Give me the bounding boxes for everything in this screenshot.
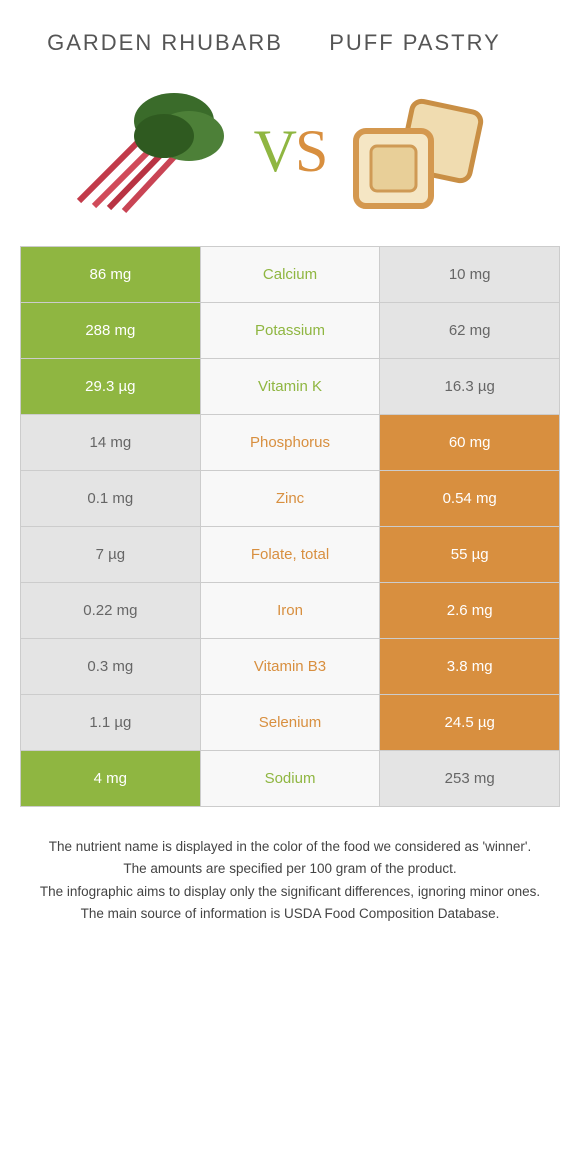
nutrient-name: Zinc [200,471,381,526]
table-row: 86 mgCalcium10 mg [21,247,559,303]
right-value: 24.5 µg [380,695,559,750]
right-value: 10 mg [380,247,559,302]
nutrient-name: Calcium [200,247,381,302]
left-value: 1.1 µg [21,695,200,750]
left-value: 4 mg [21,751,200,806]
table-row: 0.22 mgIron2.6 mg [21,583,559,639]
nutrient-name: Potassium [200,303,381,358]
left-value: 0.22 mg [21,583,200,638]
left-food-title: Garden rhubarb [40,30,290,56]
table-row: 14 mgPhosphorus60 mg [21,415,559,471]
left-value: 86 mg [21,247,200,302]
footnote-line: The infographic aims to display only the… [30,882,550,902]
right-value: 2.6 mg [380,583,559,638]
nutrient-name: Selenium [200,695,381,750]
vs-label: VS [254,117,327,186]
nutrient-name: Phosphorus [200,415,381,470]
right-value: 62 mg [380,303,559,358]
header: Garden rhubarb Puff pastry [0,0,580,76]
left-value: 0.1 mg [21,471,200,526]
nutrient-table: 86 mgCalcium10 mg288 mgPotassium62 mg29.… [20,246,560,807]
footnotes: The nutrient name is displayed in the co… [0,807,580,956]
table-row: 288 mgPotassium62 mg [21,303,559,359]
left-value: 288 mg [21,303,200,358]
rhubarb-image [69,86,244,216]
table-row: 0.3 mgVitamin B33.8 mg [21,639,559,695]
left-value: 29.3 µg [21,359,200,414]
nutrient-name: Vitamin B3 [200,639,381,694]
table-row: 29.3 µgVitamin K16.3 µg [21,359,559,415]
table-row: 7 µgFolate, total55 µg [21,527,559,583]
right-value: 3.8 mg [380,639,559,694]
right-value: 16.3 µg [380,359,559,414]
left-value: 0.3 mg [21,639,200,694]
footnote-line: The nutrient name is displayed in the co… [30,837,550,857]
nutrient-name: Sodium [200,751,381,806]
pastry-image [336,86,511,216]
nutrient-name: Folate, total [200,527,381,582]
right-value: 60 mg [380,415,559,470]
footnote-line: The amounts are specified per 100 gram o… [30,859,550,879]
table-row: 4 mgSodium253 mg [21,751,559,807]
right-value: 0.54 mg [380,471,559,526]
left-value: 14 mg [21,415,200,470]
nutrient-name: Vitamin K [200,359,381,414]
footnote-line: The main source of information is USDA F… [30,904,550,924]
right-value: 253 mg [380,751,559,806]
table-row: 1.1 µgSelenium24.5 µg [21,695,559,751]
nutrient-name: Iron [200,583,381,638]
right-value: 55 µg [380,527,559,582]
right-food-title: Puff pastry [290,30,540,56]
hero-row: VS [0,76,580,246]
table-row: 0.1 mgZinc0.54 mg [21,471,559,527]
left-value: 7 µg [21,527,200,582]
